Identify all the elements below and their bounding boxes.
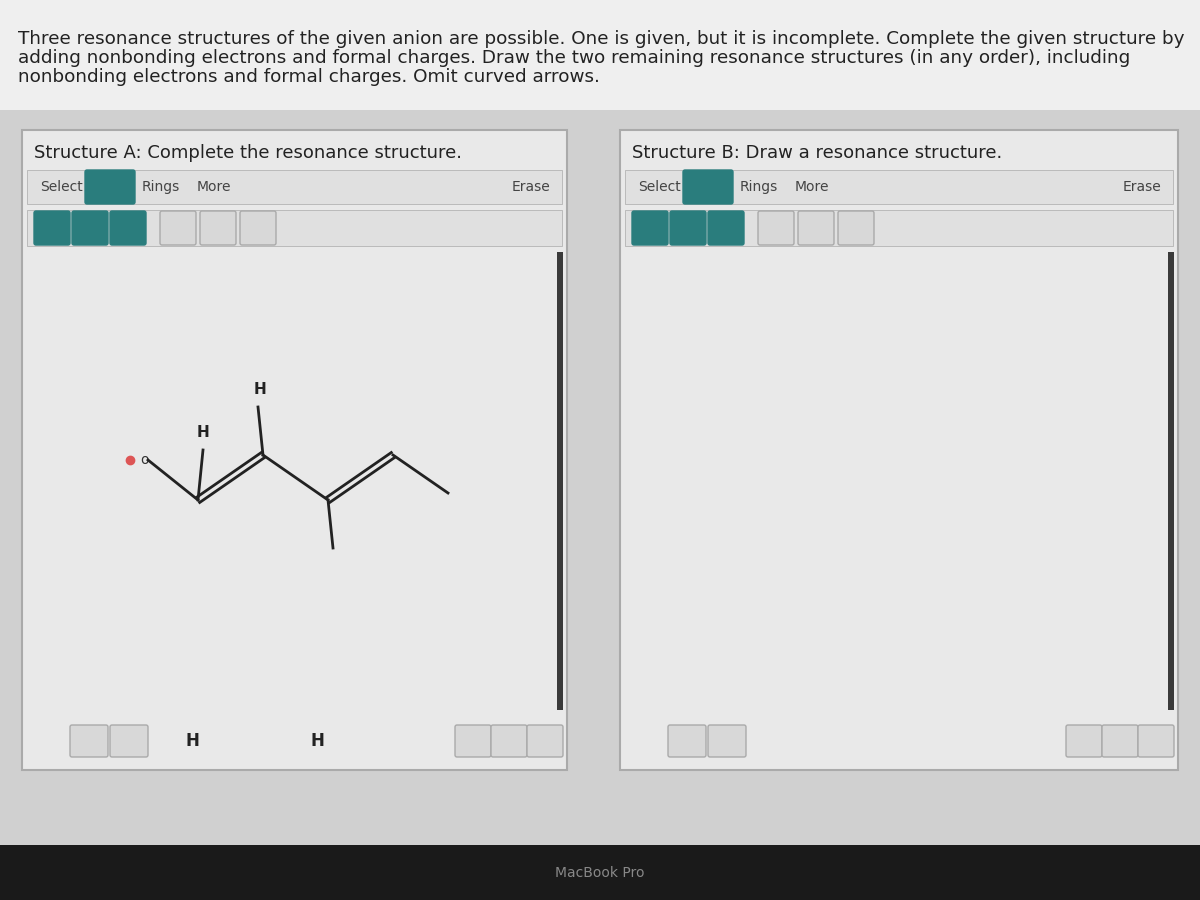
Text: Select: Select bbox=[40, 180, 83, 194]
Text: MacBook Pro: MacBook Pro bbox=[556, 866, 644, 880]
Text: adding nonbonding electrons and formal charges. Draw the two remaining resonance: adding nonbonding electrons and formal c… bbox=[18, 49, 1130, 67]
Text: Draw: Draw bbox=[688, 180, 728, 194]
Text: 2: 2 bbox=[1115, 734, 1124, 749]
FancyBboxPatch shape bbox=[110, 211, 146, 245]
Text: H: H bbox=[810, 220, 822, 236]
Bar bbox=[625, 210, 1174, 246]
FancyBboxPatch shape bbox=[22, 130, 568, 770]
Text: //: // bbox=[682, 223, 695, 233]
FancyBboxPatch shape bbox=[620, 130, 1178, 770]
FancyBboxPatch shape bbox=[455, 725, 491, 757]
Text: H: H bbox=[310, 732, 324, 750]
Bar bbox=[625, 170, 1174, 204]
FancyBboxPatch shape bbox=[240, 211, 276, 245]
FancyBboxPatch shape bbox=[110, 725, 148, 757]
Text: ↩: ↩ bbox=[82, 732, 96, 750]
Text: O: O bbox=[850, 220, 863, 236]
Bar bbox=[557, 252, 563, 710]
FancyBboxPatch shape bbox=[683, 170, 733, 204]
Bar bbox=[1168, 252, 1174, 710]
Text: /: / bbox=[647, 223, 653, 233]
Text: o: o bbox=[140, 453, 149, 467]
Text: ↻: ↻ bbox=[122, 732, 136, 750]
Text: //: // bbox=[83, 223, 97, 233]
Text: More: More bbox=[197, 180, 232, 194]
Text: /: / bbox=[49, 223, 55, 233]
Text: ⊕: ⊕ bbox=[467, 734, 479, 749]
FancyBboxPatch shape bbox=[527, 725, 563, 757]
Text: ⊖: ⊖ bbox=[539, 734, 551, 749]
Text: ⊖: ⊖ bbox=[1150, 734, 1163, 749]
FancyBboxPatch shape bbox=[70, 725, 108, 757]
FancyBboxPatch shape bbox=[798, 211, 834, 245]
Text: Structure A: Complete the resonance structure.: Structure A: Complete the resonance stru… bbox=[34, 144, 462, 162]
Text: ///: /// bbox=[716, 223, 736, 233]
Text: C: C bbox=[173, 220, 184, 236]
Bar bbox=[0, 0, 1200, 110]
FancyBboxPatch shape bbox=[1102, 725, 1138, 757]
Text: Erase: Erase bbox=[512, 180, 551, 194]
Text: ///: /// bbox=[118, 223, 138, 233]
Text: O: O bbox=[252, 220, 264, 236]
FancyBboxPatch shape bbox=[85, 170, 134, 204]
FancyBboxPatch shape bbox=[200, 211, 236, 245]
Text: ↻: ↻ bbox=[720, 732, 734, 750]
FancyBboxPatch shape bbox=[72, 211, 108, 245]
FancyBboxPatch shape bbox=[708, 725, 746, 757]
Text: Rings: Rings bbox=[142, 180, 180, 194]
FancyBboxPatch shape bbox=[491, 725, 527, 757]
FancyBboxPatch shape bbox=[670, 211, 706, 245]
Text: C: C bbox=[770, 220, 781, 236]
Text: H: H bbox=[253, 382, 266, 397]
Text: ⊕: ⊕ bbox=[1078, 734, 1091, 749]
Bar bbox=[28, 210, 562, 246]
FancyBboxPatch shape bbox=[668, 725, 706, 757]
Text: More: More bbox=[796, 180, 829, 194]
FancyBboxPatch shape bbox=[1138, 725, 1174, 757]
FancyBboxPatch shape bbox=[632, 211, 668, 245]
Text: Rings: Rings bbox=[740, 180, 779, 194]
Text: H: H bbox=[197, 425, 209, 440]
Text: 2: 2 bbox=[504, 734, 514, 749]
Text: Select: Select bbox=[638, 180, 680, 194]
Bar bbox=[0, 845, 1200, 900]
Bar bbox=[28, 170, 562, 204]
FancyBboxPatch shape bbox=[1066, 725, 1102, 757]
Text: nonbonding electrons and formal charges. Omit curved arrows.: nonbonding electrons and formal charges.… bbox=[18, 68, 600, 86]
Text: Erase: Erase bbox=[1123, 180, 1162, 194]
FancyBboxPatch shape bbox=[708, 211, 744, 245]
Text: Three resonance structures of the given anion are possible. One is given, but it: Three resonance structures of the given … bbox=[18, 30, 1184, 48]
Text: Draw: Draw bbox=[90, 180, 131, 194]
FancyBboxPatch shape bbox=[838, 211, 874, 245]
Text: Structure B: Draw a resonance structure.: Structure B: Draw a resonance structure. bbox=[632, 144, 1002, 162]
Text: ↩: ↩ bbox=[680, 732, 694, 750]
FancyBboxPatch shape bbox=[34, 211, 70, 245]
FancyBboxPatch shape bbox=[160, 211, 196, 245]
Text: H: H bbox=[185, 732, 199, 750]
Text: H: H bbox=[211, 220, 224, 236]
FancyBboxPatch shape bbox=[758, 211, 794, 245]
